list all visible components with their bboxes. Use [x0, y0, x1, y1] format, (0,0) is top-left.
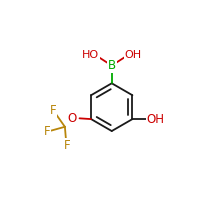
Text: OH: OH [125, 50, 142, 60]
Text: F: F [43, 125, 50, 138]
Text: B: B [108, 59, 116, 72]
Text: OH: OH [147, 113, 165, 126]
Text: HO: HO [82, 50, 99, 60]
Text: O: O [67, 112, 77, 125]
Text: F: F [64, 139, 70, 152]
Text: F: F [50, 104, 56, 117]
